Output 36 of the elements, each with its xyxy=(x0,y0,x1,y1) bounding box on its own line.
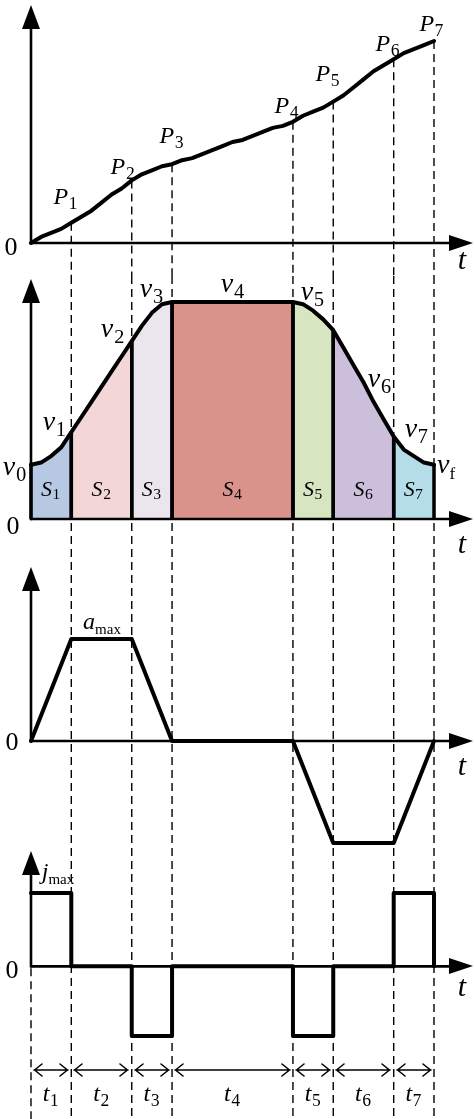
series-label: S₄ xyxy=(222,471,243,501)
x-tick-label: t₅ xyxy=(304,1073,322,1107)
x-tick-label: t₇ xyxy=(405,1073,423,1107)
annotation: P₁ xyxy=(52,176,79,210)
annotation: P₆ xyxy=(374,23,401,57)
x-tick-label: t₃ xyxy=(143,1073,161,1107)
text: 0 xyxy=(5,726,19,756)
annotation: v₇ xyxy=(404,405,430,444)
x-tick-label: t₂ xyxy=(93,1073,110,1107)
series-label: S₆ xyxy=(353,471,374,501)
annotation: v₂ xyxy=(100,305,126,344)
annotation: v₅ xyxy=(300,268,326,307)
annotation: v₁ xyxy=(42,398,68,437)
x-axis-title: t xyxy=(457,241,467,275)
x-tick-label: t₁ xyxy=(42,1073,60,1107)
text: P₇ xyxy=(418,3,445,37)
text: v₀ xyxy=(2,443,28,482)
x-axis-title: t xyxy=(457,747,467,781)
series-label: S₃ xyxy=(141,471,162,501)
text: v₄ xyxy=(220,260,246,299)
text: 0 xyxy=(5,954,19,984)
text: 0 xyxy=(6,510,20,540)
series-label: S₅ xyxy=(303,471,324,501)
x-tick-label: t₄ xyxy=(224,1073,241,1107)
annotation: v₃ xyxy=(139,265,165,304)
x-axis-title: t xyxy=(457,969,467,1003)
series-label: S₁ xyxy=(41,471,62,501)
x-tick-label: t₆ xyxy=(355,1073,372,1107)
series-label: S₇ xyxy=(403,471,424,501)
x-axis-title: t xyxy=(457,525,467,559)
annotation: P₃ xyxy=(158,115,185,149)
annotation: P₅ xyxy=(314,53,341,87)
text: 0 xyxy=(4,231,18,261)
series-label: S₂ xyxy=(91,471,112,501)
annotation: P₄ xyxy=(273,85,300,119)
annotation: v₆ xyxy=(367,355,393,394)
